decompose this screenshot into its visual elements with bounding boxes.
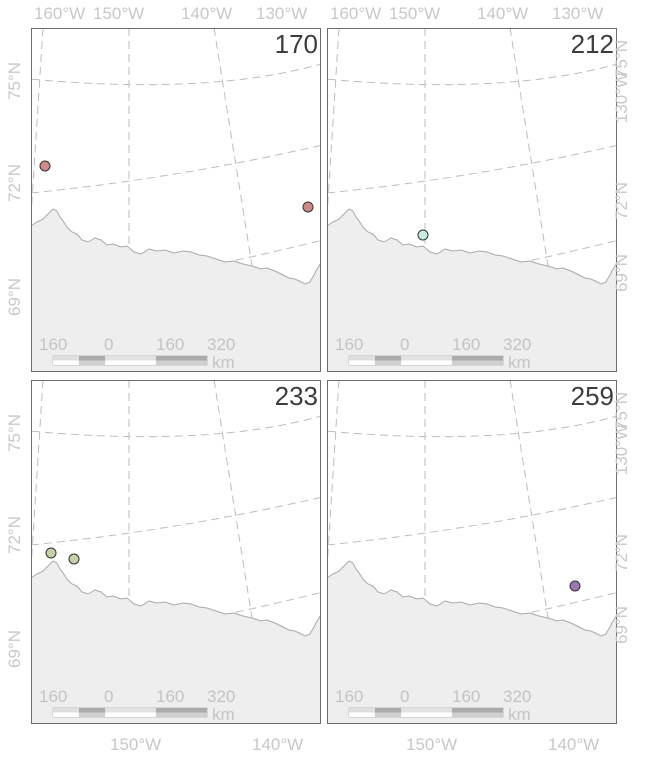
scale-tick-label: 0	[104, 335, 113, 354]
observation-point	[569, 580, 581, 592]
lat-label-69n: 69°N	[612, 606, 631, 644]
scale-tick-label: 160	[335, 687, 363, 706]
scale-tick-label: 160	[452, 687, 480, 706]
lat-label-75n: 75°N	[612, 40, 631, 78]
graticule-lon-line	[320, 433, 321, 440]
scale-unit: km	[508, 705, 531, 724]
panel-id-label: 170	[275, 29, 318, 59]
scale-tick-label: 160	[39, 687, 67, 706]
lat-label-69n: 69°N	[5, 278, 24, 316]
right-lat-labels: 75°N 130°W 72°N 69°N 75°N 130°W 72°N 69°…	[612, 40, 631, 644]
lat-label-72n: 72°N	[612, 534, 631, 572]
lon-label-150w: 150°W	[406, 735, 457, 754]
scale-unit: km	[212, 705, 235, 724]
graticule-lat-line	[327, 415, 617, 438]
graticule-lat-line	[327, 144, 617, 194]
scale-tick-label: 320	[207, 687, 235, 706]
lat-label-69n: 69°N	[612, 254, 631, 292]
lon-label-160w: 160°W	[330, 4, 381, 23]
lon-label-150w: 150°W	[93, 4, 144, 23]
lon-label-130w: 130°W	[612, 424, 631, 475]
scale-tick-label: 320	[207, 335, 235, 354]
lon-label-150w: 150°W	[110, 735, 161, 754]
lat-label-75n: 75°N	[5, 414, 24, 452]
land-polygon	[327, 208, 617, 372]
panel-frame	[327, 28, 617, 372]
land-polygon	[327, 560, 617, 724]
lat-label-75n: 75°N	[5, 62, 24, 100]
top-lon-labels-right: 160°W 150°W 140°W 130°W	[330, 4, 603, 23]
top-lon-labels-left: 160°W 150°W 140°W 130°W	[34, 4, 307, 23]
scale-tick-label: 0	[104, 687, 113, 706]
lon-label-140w: 140°W	[548, 735, 599, 754]
scale-tick-label: 160	[335, 335, 363, 354]
lon-label-130w: 130°W	[552, 4, 603, 23]
lon-label-160w: 160°W	[34, 4, 85, 23]
panel-id-label: 259	[571, 381, 614, 411]
observation-point	[45, 547, 57, 559]
lon-label-130w: 130°W	[256, 4, 307, 23]
left-lat-labels: 75°N 72°N 69°N 75°N 72°N 69°N	[5, 62, 24, 668]
land-polygon	[31, 208, 321, 372]
scale-tick-label: 320	[503, 335, 531, 354]
lat-label-72n: 72°N	[612, 182, 631, 220]
scale-tick-label: 160	[39, 335, 67, 354]
scale-unit: km	[212, 353, 235, 372]
lon-label-150w: 150°W	[389, 4, 440, 23]
observation-point	[39, 160, 51, 172]
bottom-lon-labels: 150°W 140°W 150°W 140°W	[110, 735, 599, 754]
scale-unit: km	[508, 353, 531, 372]
scale-tick-label: 320	[503, 687, 531, 706]
scale-tick-label: 0	[400, 687, 409, 706]
lat-label-72n: 72°N	[5, 516, 24, 554]
lat-label-75n: 75°N	[612, 392, 631, 430]
observation-point	[302, 201, 314, 213]
lon-label-130w: 130°W	[612, 72, 631, 123]
graticule-lat-line	[31, 144, 321, 194]
observation-point	[417, 229, 429, 241]
graticule-lat-line	[31, 63, 321, 86]
lon-label-140w: 140°W	[181, 4, 232, 23]
scale-tick-label: 160	[156, 687, 184, 706]
scale-tick-label: 0	[400, 335, 409, 354]
lon-label-140w: 140°W	[477, 4, 528, 23]
panel-frame	[31, 380, 321, 724]
scale-tick-label: 160	[156, 335, 184, 354]
panel-id-label: 212	[571, 29, 614, 59]
graticule-lat-line	[31, 496, 321, 546]
panel-id-label: 233	[275, 381, 318, 411]
lon-label-140w: 140°W	[252, 735, 303, 754]
observation-point	[68, 553, 80, 565]
graticule-lat-line	[31, 415, 321, 438]
panel-frame	[327, 380, 617, 724]
lat-label-69n: 69°N	[5, 630, 24, 668]
scale-tick-label: 160	[452, 335, 480, 354]
graticule-lat-line	[327, 496, 617, 546]
lat-label-72n: 72°N	[5, 164, 24, 202]
graticule-lon-line	[320, 81, 321, 88]
panel-frame	[31, 28, 321, 372]
land-polygon	[31, 560, 321, 724]
graticule-lat-line	[327, 63, 617, 86]
